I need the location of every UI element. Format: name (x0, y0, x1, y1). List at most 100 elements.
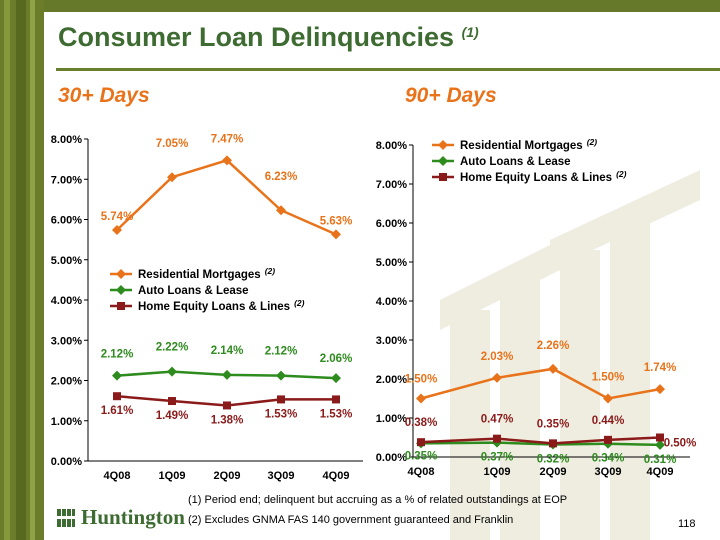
data-point (332, 395, 340, 404)
y-tick-label: 4.00% (51, 295, 82, 307)
data-point (277, 395, 285, 404)
data-label: 2.03% (481, 351, 514, 363)
data-point (417, 438, 425, 447)
footnote-1: (1) Period end; delinquent but accruing … (188, 494, 568, 506)
data-label: 7.47% (211, 133, 244, 145)
x-tick-label: 3Q09 (268, 470, 295, 482)
x-tick-label: 4Q08 (408, 466, 435, 478)
data-label: 0.47% (481, 414, 514, 426)
series-2: 0.38% 0.47% 0.35% 0.44% 0.50% (405, 414, 697, 450)
legend-marker (439, 173, 447, 181)
data-point (655, 384, 665, 395)
company-logo: Huntington (56, 505, 185, 530)
legend-note: (2) (616, 169, 627, 179)
y-tick-label: 5.00% (376, 257, 407, 269)
data-point (493, 434, 501, 443)
data-point (655, 439, 665, 450)
x-tick-label: 4Q08 (104, 470, 131, 482)
data-label: 5.63% (320, 215, 353, 227)
data-point (223, 401, 231, 410)
legend-label: Auto Loans & Lease (460, 156, 571, 168)
data-point (167, 366, 177, 377)
legend-note: (2) (265, 266, 276, 276)
data-point (416, 393, 426, 404)
data-point (331, 229, 341, 240)
y-tick-label: 6.00% (376, 218, 407, 230)
y-tick-label: 0.00% (376, 452, 407, 464)
y-tick-label: 3.00% (51, 335, 82, 347)
y-tick-label: 8.00% (376, 140, 407, 152)
series-0: 5.74% 7.05% 7.47% 6.23% 5.63% (101, 133, 353, 240)
data-label: 2.12% (265, 346, 298, 358)
logo-text: Huntington (81, 505, 185, 529)
x-tick-label: 2Q09 (214, 470, 241, 482)
legend-label: Home Equity Loans & Lines (2) (138, 298, 305, 313)
data-label: 0.50% (664, 438, 697, 450)
legend-label: Residential Mortgages (2) (460, 137, 597, 152)
data-label: 1.61% (101, 405, 134, 417)
legend-label: Auto Loans & Lease (138, 285, 249, 297)
huntington-logo-icon (57, 508, 75, 527)
x-tick-label: 1Q09 (159, 470, 186, 482)
x-tick-label: 1Q09 (484, 466, 511, 478)
series-0: 1.50% 2.03% 2.26% 1.50% 1.74% (405, 340, 677, 404)
y-tick-label: 1.00% (376, 413, 407, 425)
y-tick-label: 8.00% (51, 134, 82, 146)
legend-label: Residential Mortgages (2) (138, 266, 275, 281)
data-label: 0.35% (537, 418, 570, 430)
data-label: 1.49% (156, 410, 189, 422)
data-label: 0.31% (644, 454, 677, 466)
legend-marker (117, 302, 125, 310)
legend-marker (438, 140, 448, 150)
data-point (603, 393, 613, 404)
footnote-2: (2) Excludes GNMA FAS 140 government gua… (188, 514, 514, 526)
data-label: 1.53% (320, 408, 353, 420)
x-tick-label: 2Q09 (540, 466, 567, 478)
data-label: 2.14% (211, 345, 244, 357)
data-point (222, 369, 232, 380)
left-chart-subhead: 30+ Days (58, 84, 150, 107)
data-point (222, 155, 232, 166)
data-point (492, 372, 502, 383)
data-point (604, 435, 612, 444)
legend: Residential Mortgages (2) Auto Loans & Lea… (432, 137, 627, 184)
title-rule (56, 68, 720, 71)
data-label: 1.50% (592, 372, 625, 384)
data-label: 7.05% (156, 138, 189, 150)
data-label: 1.38% (211, 414, 244, 426)
y-tick-label: 7.00% (376, 179, 407, 191)
left-sidebar-band (0, 0, 44, 540)
x-tick-label: 4Q09 (647, 466, 674, 478)
legend-note: (2) (294, 298, 305, 308)
data-point (548, 363, 558, 374)
legend-marker (438, 156, 448, 166)
legend-note: (2) (587, 137, 598, 147)
data-label: 6.23% (265, 171, 298, 183)
y-tick-label: 6.00% (51, 215, 82, 227)
series-2: 1.61% 1.49% 1.38% 1.53% 1.53% (101, 392, 353, 426)
y-tick-label: 5.00% (51, 255, 82, 267)
series-1: 2.12% 2.22% 2.14% 2.12% 2.06% (101, 342, 352, 384)
data-point (331, 373, 341, 384)
data-label: 1.74% (644, 362, 677, 374)
y-tick-label: 2.00% (51, 376, 82, 388)
data-label: 0.35% (405, 450, 438, 462)
data-label: 0.38% (405, 417, 438, 429)
y-tick-label: 0.00% (51, 456, 82, 468)
data-point (656, 433, 664, 442)
data-point (112, 370, 122, 381)
top-border-bar (44, 0, 720, 12)
right-chart-subhead: 90+ Days (405, 84, 497, 107)
data-label: 2.26% (537, 340, 570, 352)
data-label: 2.22% (156, 342, 189, 354)
y-tick-label: 4.00% (376, 296, 407, 308)
data-label: 1.53% (265, 408, 298, 420)
data-point (167, 172, 177, 183)
page-title: Consumer Loan Delinquencies (1) (58, 22, 479, 52)
y-tick-label: 1.00% (51, 416, 82, 428)
data-point (276, 205, 286, 216)
data-label: 5.74% (101, 211, 134, 223)
legend-marker (116, 269, 126, 279)
